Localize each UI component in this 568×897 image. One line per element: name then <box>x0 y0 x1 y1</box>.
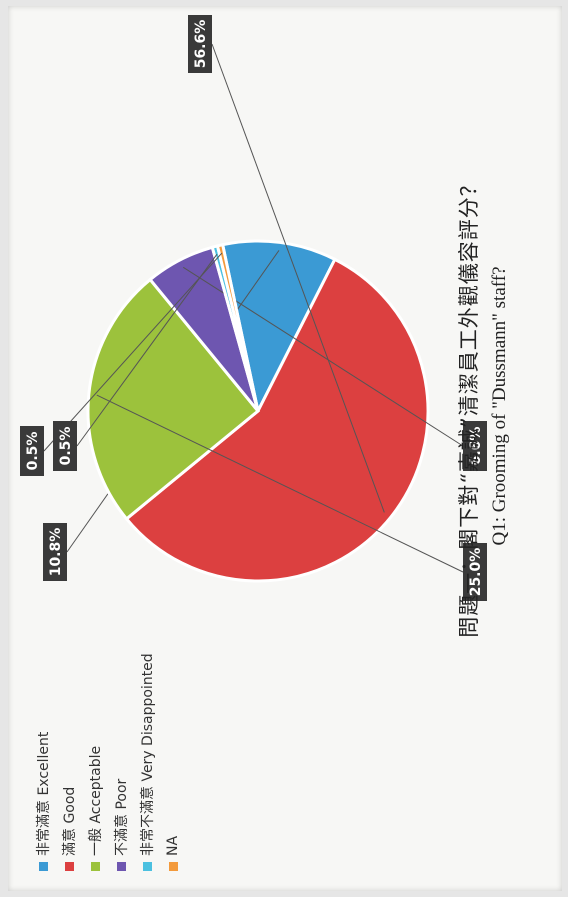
pie-slice <box>124 257 430 583</box>
chart-title: 問題一：閣下對“嘉誠”清潔員工外觀儀容評分？ <box>457 174 481 638</box>
data-label-box <box>463 543 487 601</box>
data-label-box <box>463 421 487 471</box>
scanned-page: 非常滿意 Excellent 滿意 Good 一般 Acceptable 不滿意… <box>8 6 562 891</box>
data-label-text: 10.8% <box>48 528 64 577</box>
data-label: 10.8% <box>43 523 67 581</box>
leader-line <box>211 43 385 513</box>
data-label-box <box>43 523 67 581</box>
leader-line <box>96 394 464 573</box>
chart-titles: 問題一：閣下對“嘉誠”清潔員工外觀儀容評分？ Q1: Grooming of "… <box>453 96 511 716</box>
pie-slice <box>220 239 337 416</box>
pie-slice <box>86 277 261 521</box>
data-label: 0.5% <box>53 421 77 471</box>
data-label-box <box>188 15 212 73</box>
data-label-text: 6.6% <box>468 427 484 466</box>
data-label-box <box>20 426 44 476</box>
data-label-box <box>53 421 77 471</box>
pie-slice <box>215 242 260 412</box>
data-label-text: 25.0% <box>468 548 484 597</box>
data-label-text: 56.6% <box>193 20 209 69</box>
pie-chart: 10.8% 56.6% 25.0% 6.6% 0.5% 0.5% <box>20 15 487 601</box>
chart-subtitle: Q1: Grooming of "Dussmann" staff? <box>489 266 510 546</box>
data-label-text: 0.5% <box>25 432 41 471</box>
data-label: 56.6% <box>188 15 212 73</box>
data-label: 6.6% <box>463 421 487 471</box>
rotated-chart-content: 非常滿意 Excellent 滿意 Good 一般 Acceptable 不滿意… <box>8 6 562 891</box>
data-label: 25.0% <box>463 543 487 601</box>
data-label: 0.5% <box>20 426 44 476</box>
leader-line <box>76 254 218 447</box>
leader-line <box>43 252 223 452</box>
data-label-text: 0.5% <box>58 427 74 466</box>
